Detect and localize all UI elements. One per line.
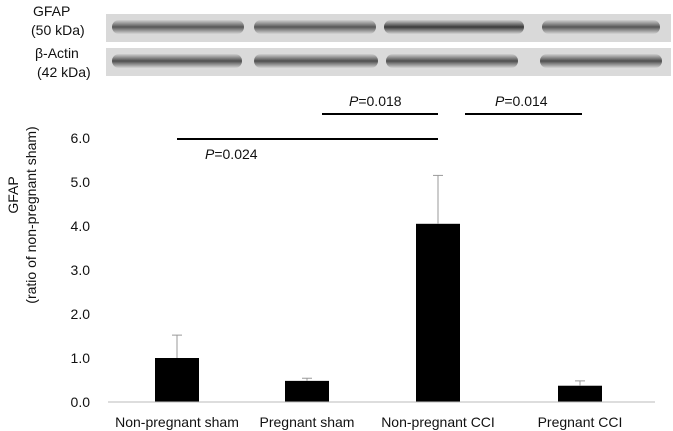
error-bars [172,174,585,386]
y-axis-subtitle: (ratio of non-pregnant sham) [23,126,39,303]
gfap-band [384,20,524,34]
p-value-label: P=0.014 [495,93,548,109]
actin-band [540,54,662,68]
blot-bands [112,20,662,68]
gfap-band [112,20,244,34]
y-tick-label: 0.0 [71,394,91,410]
p-value-label: P=0.018 [349,93,402,109]
blot-label-gfap-size: (50 kDa) [31,22,85,38]
blot-label-gfap: GFAP [33,3,70,19]
x-tick-label: Non-pregnant sham [115,414,239,430]
x-tick-label: Non-pregnant CCI [381,414,495,430]
p-value-label: P=0.024 [205,146,258,162]
bar [155,358,199,402]
gfap-band [254,20,376,34]
actin-band [112,54,242,68]
bar [558,385,602,402]
y-axis: 0.0 1.0 2.0 3.0 4.0 5.0 6.0 [71,130,91,410]
y-tick-label: 4.0 [71,218,91,234]
actin-band [254,54,378,68]
western-blot: GFAP (50 kDa) β-Actin (42 kDa) [31,3,671,80]
bar [416,223,460,402]
x-axis: Non-pregnant sham Pregnant sham Non-pregna… [115,414,622,430]
y-axis-title: GFAP [5,176,21,213]
x-tick-label: Pregnant CCI [538,414,623,430]
y-tick-label: 1.0 [71,350,91,366]
blot-label-actin: β-Actin [35,45,79,61]
significance-brackets: P=0.014 P=0.018 P=0.024 [177,93,582,162]
y-tick-label: 6.0 [71,130,91,146]
bars [155,223,602,402]
bar [285,380,329,402]
y-tick-label: 2.0 [71,306,91,322]
actin-band [386,54,518,68]
y-tick-label: 3.0 [71,262,91,278]
y-tick-label: 5.0 [71,174,91,190]
gfap-band [542,20,660,34]
x-tick-label: Pregnant sham [260,414,355,430]
blot-label-actin-size: (42 kDa) [37,64,91,80]
